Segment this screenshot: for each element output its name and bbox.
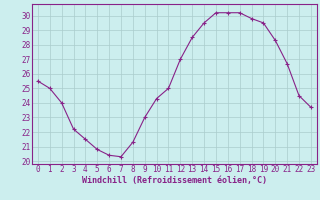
X-axis label: Windchill (Refroidissement éolien,°C): Windchill (Refroidissement éolien,°C) bbox=[82, 176, 267, 185]
